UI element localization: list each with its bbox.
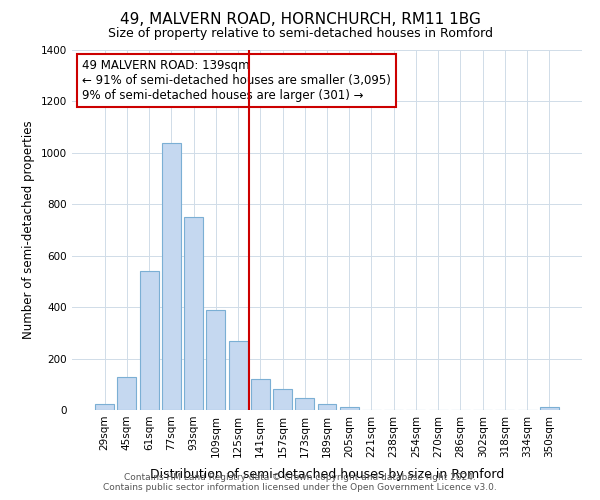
Bar <box>206 310 225 410</box>
Bar <box>162 142 181 410</box>
Bar <box>140 271 158 410</box>
Bar <box>95 404 114 410</box>
Bar <box>295 398 314 410</box>
Bar <box>273 390 292 410</box>
Bar <box>540 408 559 410</box>
Y-axis label: Number of semi-detached properties: Number of semi-detached properties <box>22 120 35 340</box>
Text: 49 MALVERN ROAD: 139sqm
← 91% of semi-detached houses are smaller (3,095)
9% of : 49 MALVERN ROAD: 139sqm ← 91% of semi-de… <box>82 59 391 102</box>
Bar <box>184 217 203 410</box>
Bar <box>229 340 248 410</box>
Text: Contains HM Land Registry data © Crown copyright and database right 2024.
Contai: Contains HM Land Registry data © Crown c… <box>103 473 497 492</box>
X-axis label: Distribution of semi-detached houses by size in Romford: Distribution of semi-detached houses by … <box>150 468 504 481</box>
Bar <box>118 376 136 410</box>
Bar <box>251 379 270 410</box>
Text: 49, MALVERN ROAD, HORNCHURCH, RM11 1BG: 49, MALVERN ROAD, HORNCHURCH, RM11 1BG <box>119 12 481 28</box>
Bar <box>317 404 337 410</box>
Bar <box>340 408 359 410</box>
Text: Size of property relative to semi-detached houses in Romford: Size of property relative to semi-detach… <box>107 28 493 40</box>
